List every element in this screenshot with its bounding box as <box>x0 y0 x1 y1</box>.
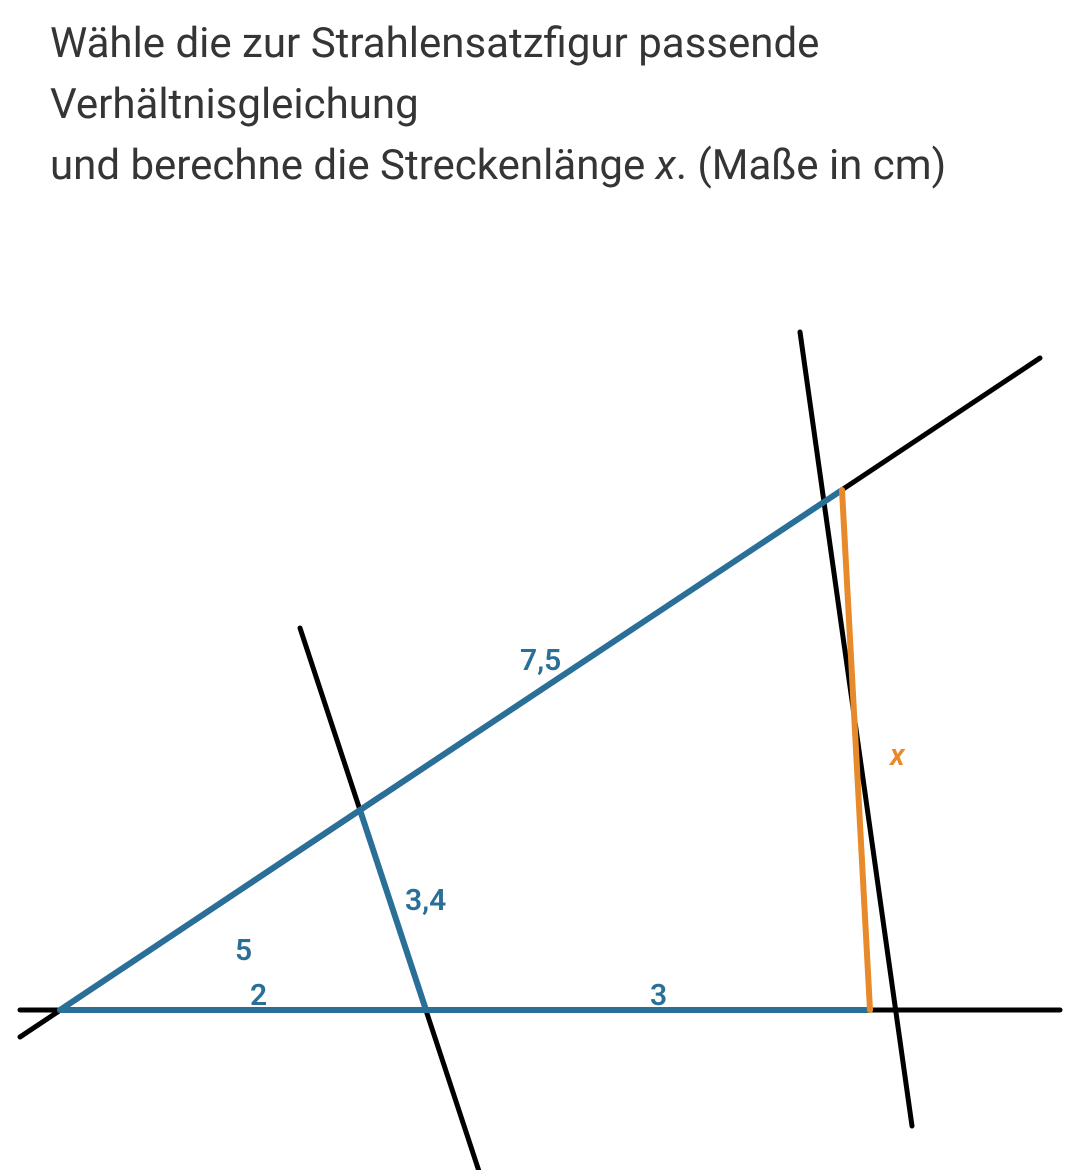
orange-segment-BC <box>842 490 870 1010</box>
prompt-var-x: x <box>656 141 676 190</box>
blue-segment-AP <box>60 810 360 1010</box>
blue-segments-group <box>60 490 870 1010</box>
label-seg_x: x <box>888 738 906 773</box>
prompt-line-2: Verhältnisgleichung <box>50 80 419 129</box>
problem-text: Wähle die zur Strahlensatzfigur passende… <box>50 14 1040 197</box>
orange-segment-group <box>842 490 870 1010</box>
label-seg_5: 5 <box>235 933 252 968</box>
label-seg_7_5: 7,5 <box>520 643 561 678</box>
label-seg_2: 2 <box>250 978 267 1013</box>
blue-segment-PB <box>360 490 842 810</box>
black-line-parallel1 <box>300 628 500 1170</box>
label-seg_3: 3 <box>650 978 667 1013</box>
page-root: Wähle die zur Strahlensatzfigur passende… <box>0 0 1080 1171</box>
prompt-line-1: Wähle die zur Strahlensatzfigur passende <box>50 19 819 68</box>
prompt-line-3a: und berechne die Streckenlänge <box>50 141 656 190</box>
prompt-line-3b: . (Maße in cm) <box>676 141 946 190</box>
label-seg_3_4: 3,4 <box>405 883 446 918</box>
geometry-figure: 5 2 3,4 7,5 3 x <box>0 250 1080 1170</box>
